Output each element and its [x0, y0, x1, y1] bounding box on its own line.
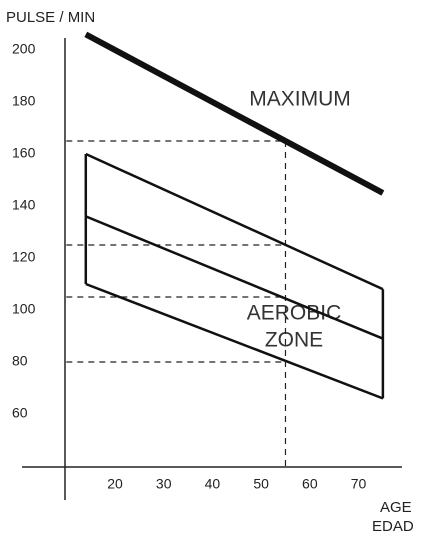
y-tick-label: 200: [12, 41, 36, 57]
y-tick-label: 160: [12, 145, 36, 161]
y-tick-label: 60: [12, 405, 28, 421]
x-tick-label: 30: [156, 476, 172, 492]
series-line: [84, 31, 385, 196]
y-tick-label: 140: [12, 197, 36, 213]
y-axis-label: PULSE / MIN: [6, 9, 95, 26]
series-line: [85, 282, 384, 400]
x-tick-label: 50: [253, 476, 269, 492]
x-axis-label: AGE: [380, 499, 412, 516]
y-tick-label: 100: [12, 301, 36, 317]
x-tick-label: 40: [205, 476, 221, 492]
x-tick-label: 60: [302, 476, 318, 492]
x-tick-label: 70: [351, 476, 367, 492]
annotation: MAXIMUM: [249, 88, 351, 111]
series-line: [85, 215, 384, 340]
annotation: ZONE: [265, 329, 323, 352]
x-axis-label-secondary: EDAD: [372, 518, 414, 535]
series-line: [85, 152, 384, 291]
annotation: AEROBIC: [247, 302, 342, 325]
y-tick-label: 80: [12, 353, 28, 369]
y-tick-label: 120: [12, 249, 36, 265]
y-tick-label: 180: [12, 93, 36, 109]
x-tick-label: 20: [107, 476, 123, 492]
